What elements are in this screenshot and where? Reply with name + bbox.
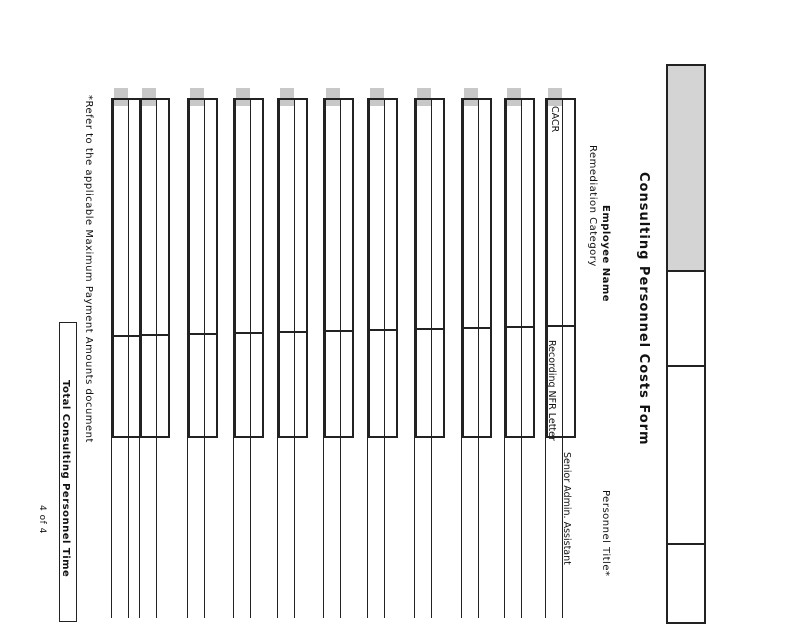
row-divider xyxy=(188,333,218,335)
header-divider xyxy=(666,365,706,367)
row-divider xyxy=(112,335,142,337)
row-inner-line xyxy=(384,98,385,618)
header-divider xyxy=(666,270,706,272)
row-inner-line xyxy=(250,98,251,618)
row-inner-line xyxy=(521,98,522,618)
row-divider xyxy=(462,327,492,329)
row-inner-line xyxy=(156,98,157,618)
row-inner-line xyxy=(128,98,129,618)
row-inner-line xyxy=(431,98,432,618)
row1-employee-task: Recording NFR Letter xyxy=(546,340,557,441)
row-divider xyxy=(278,331,308,333)
table-row-box xyxy=(546,98,576,438)
row-shade xyxy=(370,88,384,106)
row-line xyxy=(414,98,415,618)
employee-name-label: Employee Name xyxy=(600,205,611,303)
row-line xyxy=(139,98,140,618)
footnote: *Refer to the applicable Maximum Payment… xyxy=(83,95,94,443)
header-frame xyxy=(666,64,706,624)
row-shade xyxy=(142,88,156,106)
row-shade xyxy=(236,88,250,106)
total-label: Total Consulting Personnel Time xyxy=(60,380,71,578)
personnel-title-label: Personnel Title* xyxy=(600,490,611,577)
row-divider xyxy=(140,334,170,336)
row-line xyxy=(277,98,278,618)
row-shade xyxy=(326,88,340,106)
table-row-box xyxy=(234,98,264,438)
row-line xyxy=(461,98,462,618)
row-inner-line xyxy=(204,98,205,618)
row-divider xyxy=(324,330,354,332)
row-line xyxy=(233,98,234,618)
form-title: Consulting Personnel Costs Form xyxy=(636,172,651,446)
table-row-box xyxy=(112,98,142,438)
row-line xyxy=(367,98,368,618)
row-divider xyxy=(505,326,535,328)
row-inner-line xyxy=(478,98,479,618)
table-row-box xyxy=(505,98,535,438)
row-shade xyxy=(280,88,294,106)
row-shade xyxy=(114,88,128,106)
header-shaded-block xyxy=(668,65,705,270)
row-line xyxy=(545,98,546,618)
row-divider xyxy=(368,329,398,331)
row-divider xyxy=(415,328,445,330)
table-row-box xyxy=(188,98,218,438)
table-row-box xyxy=(462,98,492,438)
page-number: 4 of 4 xyxy=(37,505,47,534)
row-shade xyxy=(417,88,431,106)
row-inner-line xyxy=(294,98,295,618)
row-shade xyxy=(190,88,204,106)
row1-remediation-category: CACR xyxy=(549,106,560,133)
row-inner-line xyxy=(340,98,341,618)
row-line xyxy=(323,98,324,618)
table-row-box xyxy=(140,98,170,438)
row-divider xyxy=(234,332,264,334)
row-shade xyxy=(507,88,521,106)
row1-personnel-title: Senior Admin. Assistant xyxy=(561,452,572,565)
row-line xyxy=(187,98,188,618)
remediation-category-label: Remediation Category xyxy=(587,145,598,267)
header-divider xyxy=(666,543,706,545)
row-line xyxy=(111,98,112,618)
table-row-box xyxy=(278,98,308,438)
row-inner-line xyxy=(562,98,563,618)
table-row-box xyxy=(368,98,398,438)
row-shade xyxy=(464,88,478,106)
row-shade xyxy=(548,88,562,106)
row-line xyxy=(504,98,505,618)
table-row-box xyxy=(324,98,354,438)
table-row-box xyxy=(415,98,445,438)
row-divider xyxy=(546,325,576,327)
